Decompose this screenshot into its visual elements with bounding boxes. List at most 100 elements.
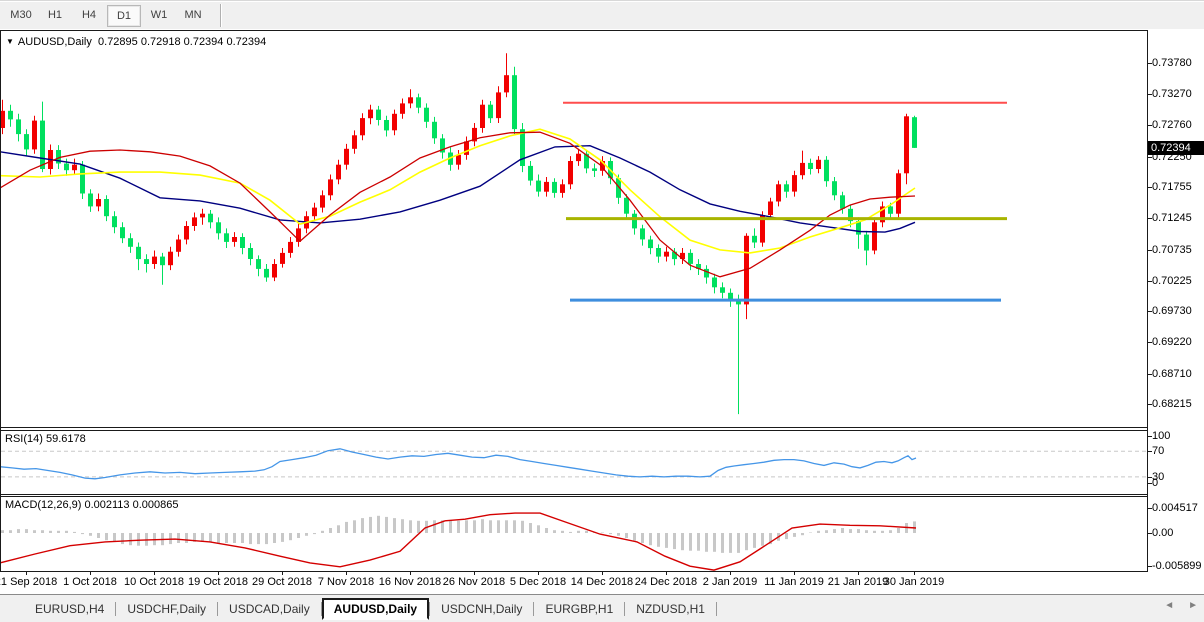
price-axis-label: 0.71245: [1152, 212, 1192, 224]
chart-ohlc-values: 0.72895 0.72918 0.72394 0.72394: [98, 36, 267, 48]
price-axis-label: 0.72250: [1152, 151, 1192, 163]
candle-body: [512, 75, 517, 130]
candle-body: [688, 252, 693, 264]
candle-body: [120, 227, 125, 239]
candle-body: [240, 237, 245, 248]
tab-scroll-right-icon[interactable]: ►: [1188, 600, 1198, 611]
price-axis-tick: [1147, 63, 1152, 64]
macd-indicator-chart[interactable]: [1, 497, 1147, 571]
rsi-axis-tick: [1147, 483, 1152, 484]
main-panel-border-bottom[interactable]: [0, 427, 1148, 428]
candle-body: [184, 226, 189, 240]
candle-body: [664, 251, 669, 257]
chart-tab-NZDUSD-H1[interactable]: NZDUSD,H1: [636, 602, 705, 616]
price-axis-label: 0.73780: [1152, 57, 1192, 69]
price-axis-label: 0.73270: [1152, 88, 1192, 100]
candle-body: [624, 197, 629, 214]
date-axis-label: 11 Jan 2019: [764, 576, 824, 588]
candle-body: [728, 292, 733, 301]
macd-axis-label: 0.004517: [1152, 502, 1198, 514]
macd-axis-tick: [1147, 508, 1152, 509]
candle-body: [712, 277, 717, 288]
candle-body: [64, 163, 69, 171]
candle-body: [592, 168, 597, 171]
macd-panel-border-bottom: [0, 571, 1148, 572]
timeframe-button-MN[interactable]: MN: [184, 8, 202, 21]
timeframe-button-H1[interactable]: H1: [47, 8, 63, 21]
chart-tab-EURGBP-H1[interactable]: EURGBP,H1: [545, 602, 614, 616]
candle-body: [408, 97, 413, 104]
price-axis-tick: [1147, 218, 1152, 219]
candle-body: [520, 129, 525, 166]
timeframe-buttons-group: M30 H1 H4 D1 W1 MN: [4, 4, 210, 27]
price-axis-tick: [1147, 281, 1152, 282]
macd-axis-label: -0.005899: [1152, 560, 1202, 572]
tab-scroll-controls: ◄ ►: [1164, 600, 1198, 611]
candle-body: [144, 259, 149, 264]
candle-body: [232, 237, 237, 242]
chart-tab-USDCAD-Daily[interactable]: USDCAD,Daily: [229, 602, 310, 616]
macd-panel-border-top[interactable]: [0, 496, 1148, 497]
candle-body: [176, 239, 181, 252]
candle-body: [632, 213, 637, 229]
candle-body: [40, 120, 45, 169]
chart-tabs-group: EURUSD,H4 USDCHF,Daily USDCAD,Daily AUDUSD,…: [24, 598, 717, 620]
timeframe-button-H4[interactable]: H4: [81, 8, 97, 21]
macd-axis-label: 0.00: [1152, 527, 1174, 539]
tab-separator: [533, 602, 535, 616]
chart-tab-USDCHF-Daily[interactable]: USDCHF,Daily: [127, 602, 207, 616]
timeframe-button-D1[interactable]: D1: [107, 4, 141, 27]
rsi-panel-border-top[interactable]: [0, 430, 1148, 431]
candle-body: [72, 164, 77, 171]
date-axis-label: 29 Oct 2018: [252, 576, 312, 588]
date-axis-label: 26 Nov 2018: [442, 576, 506, 588]
candle-body: [472, 127, 477, 142]
date-axis-label: 10 Oct 2018: [124, 576, 184, 588]
collapse-triangle-icon[interactable]: ▼: [6, 37, 14, 46]
chart-tab-bar: EURUSD,H4 USDCHF,Daily USDCAD,Daily AUDUSD,…: [0, 594, 1204, 622]
candle-body: [576, 153, 581, 162]
price-axis-tick: [1147, 311, 1152, 312]
chart-tab-AUDUSD-Daily[interactable]: AUDUSD,Daily: [321, 598, 430, 620]
candle-body: [24, 134, 29, 150]
candle-body: [416, 97, 421, 108]
candle-body: [432, 121, 437, 139]
candle-body: [464, 141, 469, 155]
price-axis-tick: [1147, 125, 1152, 126]
candle-body: [296, 228, 301, 242]
date-axis-tick: [26, 571, 27, 575]
rsi-indicator-chart[interactable]: [1, 431, 1147, 494]
candle-body: [224, 233, 229, 242]
candle-body: [32, 120, 37, 150]
candle-body: [440, 138, 445, 153]
candle-body: [824, 159, 829, 182]
timeframe-button-M30[interactable]: M30: [10, 8, 32, 21]
candle-body: [312, 207, 317, 217]
rsi-panel-border-bottom[interactable]: [0, 494, 1148, 495]
candle-body: [16, 119, 21, 135]
candle-body: [112, 216, 117, 228]
price-axis-tick: [1147, 157, 1152, 158]
candle-body: [680, 252, 685, 259]
price-axis-label: 0.70735: [1152, 244, 1192, 256]
price-axis-label: 0.72760: [1152, 119, 1192, 131]
candle-body: [736, 300, 741, 305]
candle-body: [760, 215, 765, 243]
tab-scroll-left-icon[interactable]: ◄: [1164, 600, 1175, 611]
tab-separator: [624, 602, 626, 616]
candle-body: [528, 165, 533, 181]
candle-body: [208, 213, 213, 223]
timeframe-button-W1[interactable]: W1: [150, 8, 168, 21]
chart-tab-EURUSD-H4[interactable]: EURUSD,H4: [35, 602, 105, 616]
candlestick-chart[interactable]: [1, 31, 1147, 427]
panel-border-left: [0, 30, 1, 572]
candle-body: [264, 268, 269, 278]
candle-body: [336, 164, 341, 180]
rsi-axis-label: 70: [1152, 445, 1165, 457]
candle-body: [384, 120, 389, 131]
candle-body: [248, 248, 253, 259]
date-axis-label: 2 Jan 2019: [702, 576, 758, 588]
candle-body: [96, 199, 101, 207]
rsi-label: RSI(14) 59.6178: [5, 433, 86, 445]
chart-tab-USDCNH-Daily[interactable]: USDCNH,Daily: [441, 602, 523, 616]
